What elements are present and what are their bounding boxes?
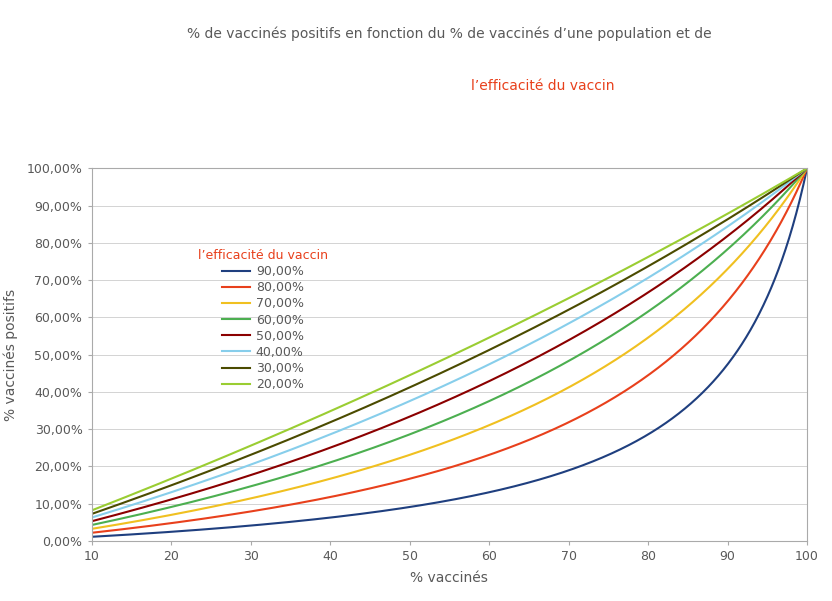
80,00%: [376, 483, 386, 490]
50,00%: [87, 517, 97, 525]
50,00%: [657, 279, 667, 287]
90,00%: [578, 462, 588, 469]
70,00%: [802, 165, 812, 172]
30,00%: [376, 397, 386, 404]
80,00%: [402, 476, 412, 483]
Text: % de vaccinés positifs en fonction du % de vaccinés d’une population et de: % de vaccinés positifs en fonction du % …: [187, 26, 711, 41]
20,00%: [402, 373, 412, 380]
30,00%: [402, 385, 412, 392]
60,00%: [160, 505, 170, 512]
50,00%: [578, 329, 588, 336]
70,00%: [160, 513, 170, 520]
90,00%: [802, 165, 812, 172]
70,00%: [645, 333, 655, 340]
20,00%: [657, 246, 667, 253]
60,00%: [376, 442, 386, 449]
60,00%: [802, 165, 812, 172]
90,00%: [376, 508, 386, 515]
Line: 70,00%: 70,00%: [92, 168, 807, 529]
20,00%: [802, 165, 812, 172]
40,00%: [376, 410, 386, 417]
40,00%: [578, 312, 588, 319]
Line: 90,00%: 90,00%: [92, 168, 807, 537]
40,00%: [657, 266, 667, 273]
20,00%: [376, 385, 386, 392]
50,00%: [160, 498, 170, 505]
X-axis label: % vaccinés: % vaccinés: [410, 572, 488, 585]
80,00%: [87, 529, 97, 537]
Line: 40,00%: 40,00%: [92, 168, 807, 517]
20,00%: [87, 507, 97, 514]
90,00%: [160, 529, 170, 536]
30,00%: [802, 165, 812, 172]
80,00%: [645, 371, 655, 378]
Line: 60,00%: 60,00%: [92, 168, 807, 525]
70,00%: [87, 525, 97, 532]
70,00%: [402, 453, 412, 460]
Line: 30,00%: 30,00%: [92, 168, 807, 514]
Line: 80,00%: 80,00%: [92, 168, 807, 533]
20,00%: [645, 252, 655, 260]
80,00%: [657, 361, 667, 368]
90,00%: [402, 504, 412, 511]
Y-axis label: % vaccinés positifs: % vaccinés positifs: [4, 288, 18, 421]
90,00%: [657, 422, 667, 429]
20,00%: [160, 478, 170, 485]
50,00%: [645, 288, 655, 295]
30,00%: [87, 510, 97, 517]
60,00%: [645, 307, 655, 314]
60,00%: [402, 432, 412, 439]
60,00%: [87, 522, 97, 529]
40,00%: [402, 399, 412, 406]
70,00%: [578, 376, 588, 383]
30,00%: [645, 262, 655, 269]
30,00%: [578, 299, 588, 306]
50,00%: [802, 165, 812, 172]
Text: l’efficacité du vaccin: l’efficacité du vaccin: [471, 79, 614, 93]
80,00%: [802, 165, 812, 172]
30,00%: [657, 255, 667, 262]
60,00%: [657, 298, 667, 305]
40,00%: [645, 273, 655, 281]
90,00%: [87, 533, 97, 540]
40,00%: [802, 165, 812, 172]
80,00%: [578, 412, 588, 419]
30,00%: [160, 484, 170, 492]
50,00%: [376, 425, 386, 432]
Line: 20,00%: 20,00%: [92, 168, 807, 510]
20,00%: [578, 287, 588, 294]
50,00%: [402, 414, 412, 421]
40,00%: [87, 514, 97, 521]
Line: 50,00%: 50,00%: [92, 168, 807, 521]
90,00%: [645, 430, 655, 437]
70,00%: [657, 323, 667, 331]
80,00%: [160, 520, 170, 528]
60,00%: [578, 349, 588, 356]
70,00%: [376, 460, 386, 468]
40,00%: [160, 491, 170, 498]
Legend: 90,00%, 80,00%, 70,00%, 60,00%, 50,00%, 40,00%, 30,00%, 20,00%: 90,00%, 80,00%, 70,00%, 60,00%, 50,00%, …: [198, 249, 328, 391]
